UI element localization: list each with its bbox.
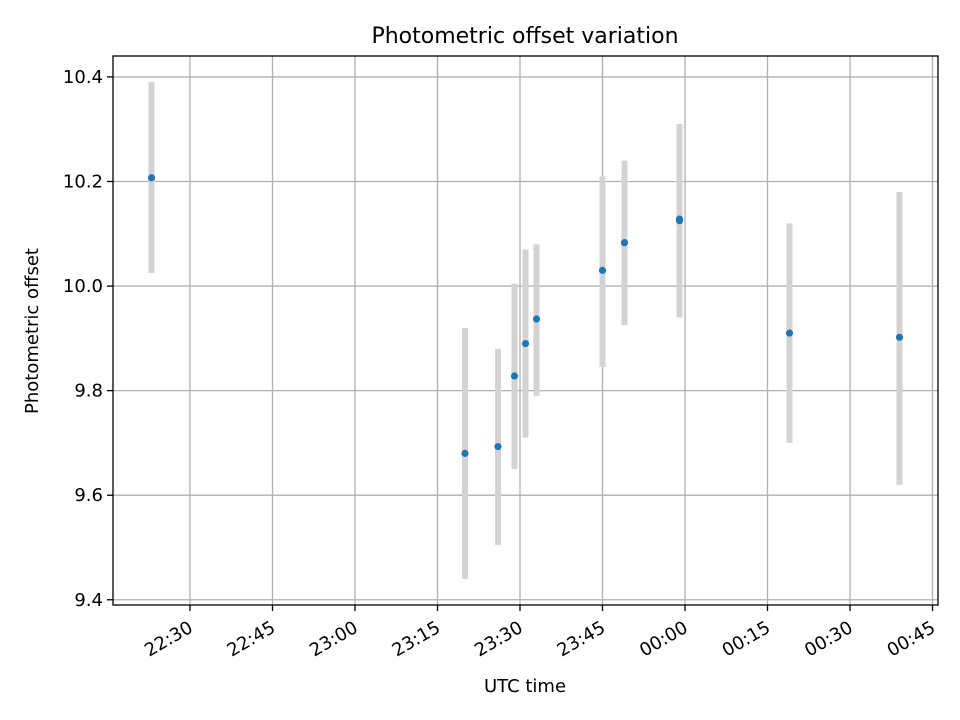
data-point bbox=[895, 333, 904, 341]
point-layer bbox=[147, 174, 904, 457]
data-point bbox=[494, 442, 502, 451]
x-axis-title: UTC time bbox=[484, 676, 566, 697]
y-tick-label: 10.2 bbox=[63, 171, 103, 192]
y-tick-label: 10.0 bbox=[63, 276, 103, 297]
data-point bbox=[785, 329, 794, 337]
data-point bbox=[620, 239, 629, 247]
data-point bbox=[510, 372, 519, 380]
y-tick-label: 9.4 bbox=[74, 590, 103, 611]
data-point bbox=[461, 449, 469, 457]
plot-frame bbox=[112, 55, 939, 606]
data-point bbox=[598, 266, 607, 274]
y-tick-label: 9.8 bbox=[74, 381, 103, 402]
y-tick-label: 9.6 bbox=[74, 485, 103, 506]
chart-title: Photometric offset variation bbox=[371, 24, 678, 49]
data-point bbox=[675, 215, 684, 223]
y-axis-title: Photometric offset bbox=[22, 248, 43, 414]
data-point bbox=[521, 339, 530, 348]
y-tick-label: 10.4 bbox=[63, 67, 103, 88]
data-point bbox=[532, 315, 541, 323]
data-point bbox=[147, 174, 156, 182]
